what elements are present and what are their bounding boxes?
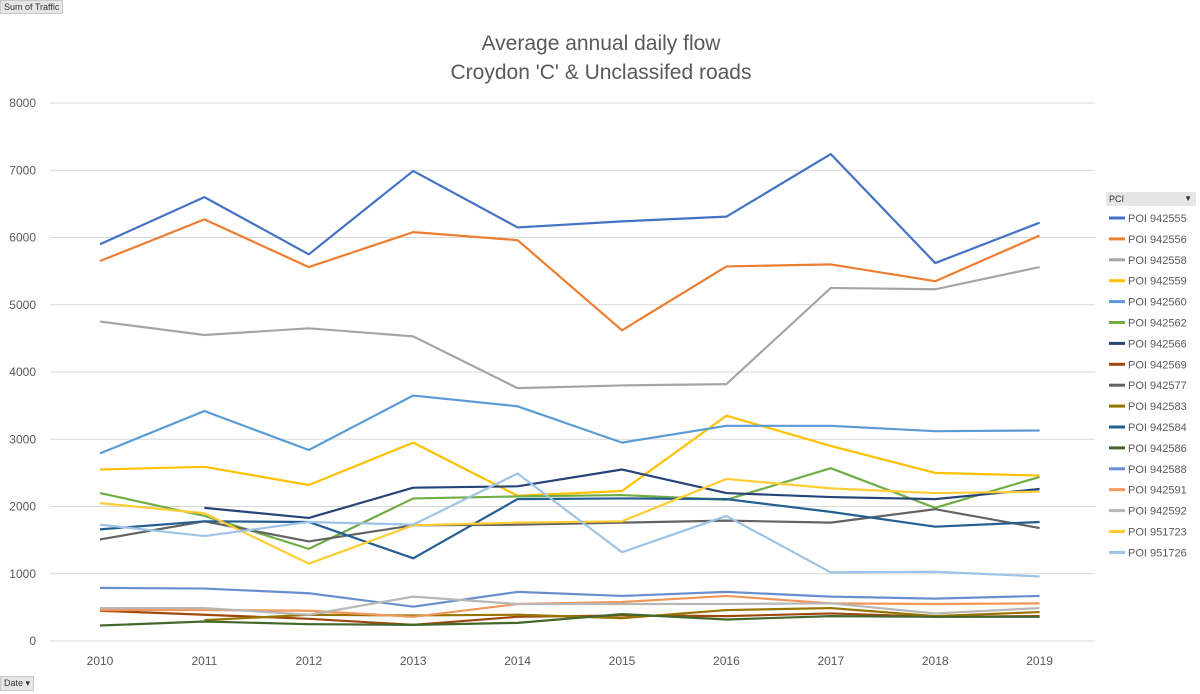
legend-entry: POI 942577 <box>1128 380 1187 392</box>
legend-entry: POI 942558 <box>1128 255 1187 267</box>
legend-title: PCI <box>1109 194 1125 204</box>
series-line-poi-942555 <box>99 153 1040 265</box>
y-tick-label: 2000 <box>9 500 36 514</box>
y-tick-label: 3000 <box>9 432 36 446</box>
series-line-poi-942562 <box>99 467 1040 550</box>
legend-entry: POI 942569 <box>1128 359 1187 371</box>
x-tick-label: 2015 <box>609 654 636 668</box>
series-line-poi-942588 <box>99 586 1040 608</box>
legend-entry: POI 942591 <box>1128 485 1187 497</box>
y-tick-label: 1000 <box>9 567 36 581</box>
y-tick-label: 6000 <box>9 231 36 245</box>
legend-entry: POI 942556 <box>1128 234 1187 246</box>
y-tick-label: 4000 <box>9 365 36 379</box>
legend-entry: POI 942583 <box>1128 401 1187 413</box>
legend-entry: POI 942588 <box>1128 464 1187 476</box>
x-tick-label: 2011 <box>191 654 217 668</box>
value-field-button[interactable]: Sum of Traffic <box>0 0 64 14</box>
x-tick-label: 2012 <box>295 654 322 668</box>
legend-entry: POI 942559 <box>1128 276 1187 288</box>
legend-entry: POI 942566 <box>1128 338 1187 350</box>
y-tick-label: 8000 <box>9 96 36 110</box>
series-line-poi-951726 <box>99 472 1040 578</box>
date-field-button[interactable]: Date ▾ <box>0 676 35 691</box>
y-tick-label: 7000 <box>9 163 36 177</box>
y-tick-label: 5000 <box>9 298 36 312</box>
series-line-poi-942556 <box>99 218 1041 332</box>
x-tick-label: 2017 <box>817 654 844 668</box>
series-line-poi-942566 <box>204 468 1040 520</box>
x-tick-label: 2018 <box>922 654 949 668</box>
legend-entry: POI 942555 <box>1128 213 1187 225</box>
series-line-poi-942577 <box>99 508 1040 543</box>
legend-entry: POI 942586 <box>1128 443 1187 455</box>
y-tick-label: 0 <box>29 634 36 648</box>
series-line-poi-951723 <box>99 477 1040 565</box>
legend-entry: POI 942560 <box>1128 297 1187 309</box>
dropdown-arrow-icon: ▼ <box>1184 194 1192 203</box>
legend-filter-button[interactable]: PCI ▼ <box>1106 192 1196 206</box>
series-line-poi-942558 <box>99 266 1040 390</box>
chart-title: Croydon 'C' & Unclassifed roads <box>451 61 752 84</box>
x-tick-label: 2016 <box>713 654 740 668</box>
chart-title: Average annual daily flow <box>482 32 722 55</box>
series-line-poi-942586 <box>99 613 1040 627</box>
x-tick-label: 2013 <box>400 654 427 668</box>
series-line-poi-942584 <box>99 497 1040 560</box>
x-tick-label: 2014 <box>504 654 531 668</box>
legend-entry: POI 951723 <box>1128 527 1187 539</box>
x-tick-label: 2010 <box>87 654 114 668</box>
x-tick-label: 2019 <box>1026 654 1053 668</box>
series-line-poi-942560 <box>99 394 1040 455</box>
series-line-poi-942592 <box>100 595 1040 616</box>
legend-entry: POI 942592 <box>1128 506 1187 518</box>
legend-entry: POI 942584 <box>1128 422 1187 434</box>
legend-entry: POI 942562 <box>1128 318 1187 330</box>
series-line-poi-942583 <box>204 606 1040 622</box>
series-line-poi-942559 <box>99 414 1040 497</box>
legend-entry: POI 951726 <box>1128 547 1187 559</box>
